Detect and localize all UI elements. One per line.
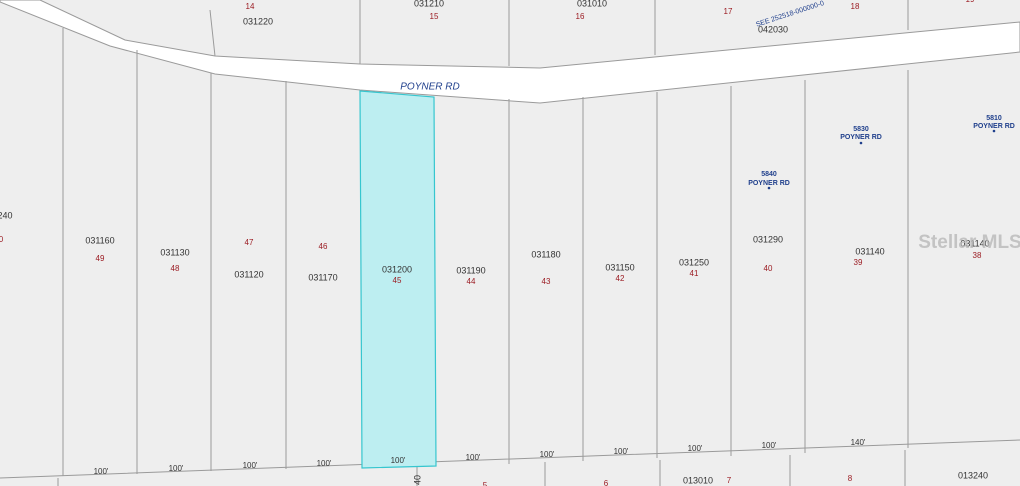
dimension: 100' [391,456,406,465]
lot-number: 14 [246,2,255,11]
parcel-id: 031180 [531,249,560,259]
parcel-id: 031150 [605,262,634,272]
lot-number: 19 [966,0,975,4]
address-street: POYNER RD [840,134,882,141]
lot-number: 8 [848,474,853,483]
lot-number: 46 [319,242,328,251]
parcel-id: 031140 [960,238,989,248]
parcel-id: 240 [0,210,13,220]
lot-number: 47 [245,238,254,247]
lot-number: 39 [854,258,863,267]
address-number: 5840 [761,171,777,178]
lot-number: 16 [576,12,585,21]
address-street: POYNER RD [973,123,1015,130]
parcel-id: 031200 [382,264,412,274]
dimension: 100' [762,441,777,450]
watermark: Stellar MLS [918,232,1020,253]
address-street: POYNER RD [748,180,790,187]
parcel-id: 013010 [683,475,713,485]
parcel-id: 013240 [958,470,988,480]
dimension: 100' [614,447,629,456]
parcel-id: 042030 [758,24,788,34]
rotated-label: 40 [412,475,422,485]
lot-number: 7 [727,476,732,485]
dimension: 140' [851,438,866,447]
lot-number: 5 [483,481,488,486]
parcel-id: 031160 [85,235,114,245]
address-dot [992,129,996,133]
lot-number: 41 [690,269,699,278]
dimension: 100' [317,459,332,468]
dimension: 100' [540,450,555,459]
dimension: 100' [466,453,481,462]
dimension: 100' [94,467,109,476]
lot-number: 0 [0,235,4,244]
dimension: 100' [688,444,703,453]
lot-number: 45 [393,276,402,285]
lot-number: 49 [96,254,105,263]
lot-number: 38 [973,251,982,260]
address-dot [859,141,863,145]
see-note: SEE 252518-000000-0 [755,0,825,29]
parcel-id: 031210 [414,0,444,8]
dimension: 100' [169,464,184,473]
parcel-id: 031120 [234,269,263,279]
parcel-id: 031290 [753,234,783,244]
address-number: 5810 [986,115,1002,122]
parcels: 240 0 031160 49 031130 48 031120 47 0311… [0,210,990,286]
lot-number: 15 [430,12,439,21]
lot-number: 44 [467,277,476,286]
lot-number: 17 [724,7,733,16]
parcel-id: 031010 [577,0,607,8]
parcel-id: 031220 [243,16,273,26]
parcel-id: 031170 [308,272,337,282]
parcel-id: 031130 [160,247,189,257]
parcel-id: 031250 [679,257,709,267]
address-number: 5830 [853,126,869,133]
lot-number: 40 [764,264,773,273]
parcel-id: 031190 [456,265,485,275]
lot-number: 43 [542,277,551,286]
lot-number: 18 [851,2,860,11]
lot-number: 6 [604,479,609,486]
road-name: POYNER RD [400,82,459,93]
lot-number: 42 [616,274,625,283]
lot-number: 48 [171,264,180,273]
dimension: 100' [243,461,258,470]
parcel-id: 031140 [855,246,884,256]
address-dot [767,186,771,190]
